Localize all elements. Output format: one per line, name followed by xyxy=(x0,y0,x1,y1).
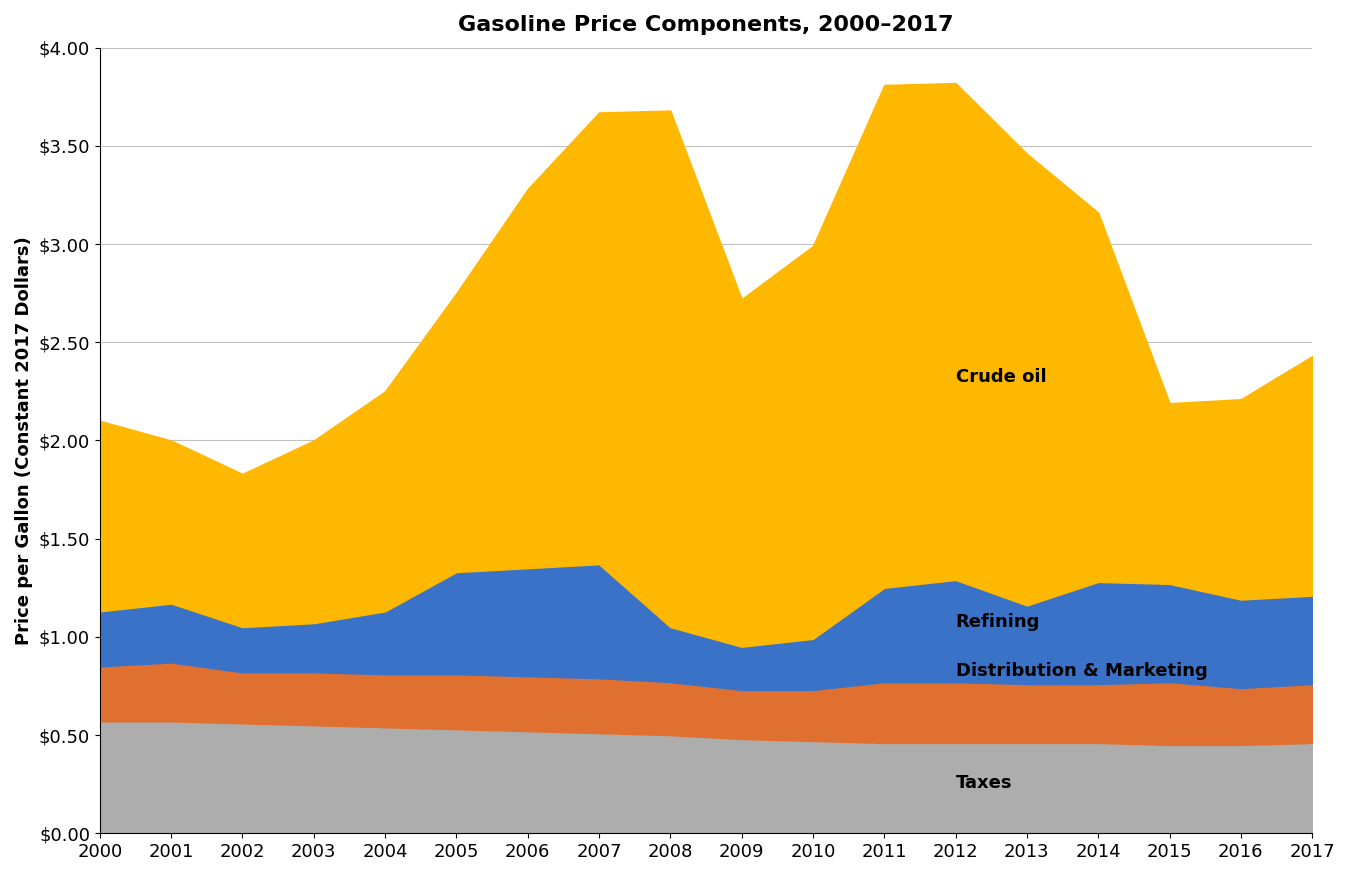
Title: Gasoline Price Components, 2000–2017: Gasoline Price Components, 2000–2017 xyxy=(458,15,953,35)
Text: Crude oil: Crude oil xyxy=(956,368,1046,385)
Text: Taxes: Taxes xyxy=(956,774,1012,792)
Text: Distribution & Marketing: Distribution & Marketing xyxy=(956,662,1207,680)
Y-axis label: Price per Gallon (Constant 2017 Dollars): Price per Gallon (Constant 2017 Dollars) xyxy=(15,237,32,645)
Text: Refining: Refining xyxy=(956,613,1040,631)
